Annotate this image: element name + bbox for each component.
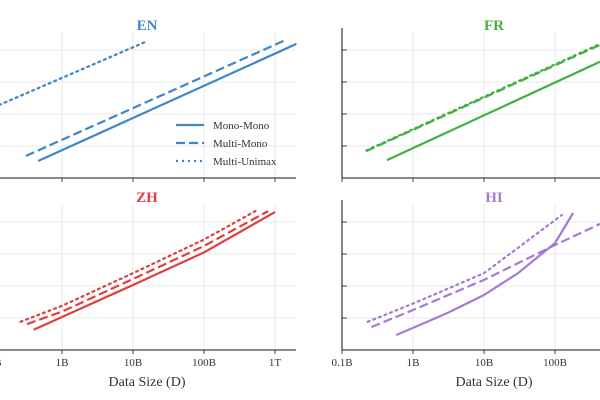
panel-title-zh: ZH bbox=[136, 190, 158, 206]
series-line-mono-mono bbox=[395, 212, 575, 337]
grid bbox=[0, 204, 296, 350]
panel-title-en: EN bbox=[137, 18, 158, 34]
legend: Mono-Mono Multi-Mono Multi-Unimax bbox=[176, 120, 277, 168]
panel-fr: FR bbox=[341, 18, 600, 182]
x-tick-label: 0.1B bbox=[0, 357, 2, 369]
grid bbox=[342, 204, 600, 350]
series-line-multi-mono bbox=[371, 222, 600, 329]
legend-label-multi-mono: Multi-Mono bbox=[213, 138, 268, 150]
x-axis-label-zh: Data Size (D) bbox=[109, 375, 186, 390]
panel-en: EN Mono-Mono Multi-Mono Multi-Unimax bbox=[0, 18, 297, 182]
legend-label-multi-unimax: Multi-Unimax bbox=[213, 156, 277, 168]
series-line-mono-mono bbox=[37, 42, 297, 163]
x-tick-label: 0.1B bbox=[331, 357, 352, 369]
grid bbox=[342, 32, 600, 178]
x-tick-label: 10B bbox=[124, 357, 142, 369]
x-tick-label: 100B bbox=[192, 357, 216, 369]
grid bbox=[0, 32, 296, 178]
x-tick-label: 1B bbox=[407, 357, 420, 369]
series-line-multi-unimax bbox=[365, 42, 600, 152]
panel-hi: HI Data Size (D) 0.1B1B10B100B1T bbox=[331, 190, 600, 390]
panel-zh: ZH Data Size (D) 0.1B 1B 10B 100B 1T bbox=[0, 190, 296, 390]
legend-label-mono-mono: Mono-Mono bbox=[213, 120, 270, 132]
series-line-multi-unimax bbox=[0, 39, 149, 106]
series-line-multi-unimax bbox=[19, 208, 259, 323]
panel-title-hi: HI bbox=[485, 190, 503, 206]
x-tick-label: 1B bbox=[56, 357, 69, 369]
x-tick-label: 10B bbox=[475, 357, 493, 369]
series-line-multi-mono bbox=[25, 39, 286, 157]
panel-title-fr: FR bbox=[484, 18, 504, 34]
x-tick-label: 1T bbox=[269, 357, 282, 369]
x-tick-label: 100B bbox=[543, 357, 567, 369]
series-line-multi-mono bbox=[26, 210, 269, 326]
series-line-mono-mono bbox=[33, 211, 276, 331]
x-axis-label-hi: Data Size (D) bbox=[456, 375, 533, 390]
series-line-multi-unimax bbox=[366, 213, 564, 323]
series-line-mono-mono bbox=[386, 60, 600, 162]
